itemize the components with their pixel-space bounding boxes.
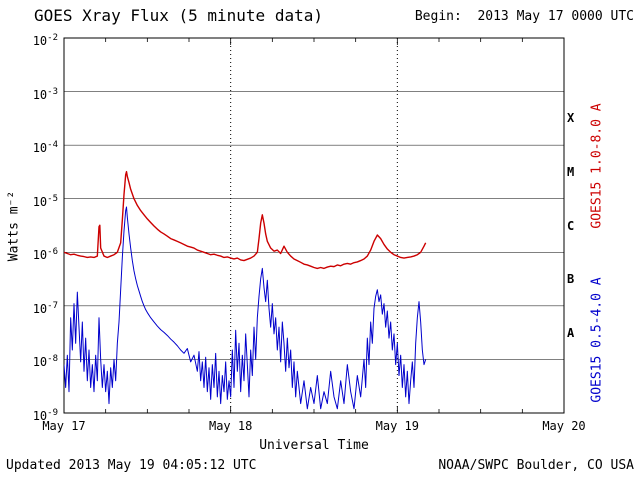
- series-long-path: [64, 170, 427, 270]
- y-axis-tick-label: 10-8: [32, 354, 58, 370]
- x-axis-tick-label: May 17: [42, 419, 86, 433]
- legend-goes15-short-channel: GOES15 0.5-4.0 A: [589, 277, 605, 403]
- updated-timestamp: Updated 2013 May 19 04:05:12 UTC: [6, 458, 257, 473]
- y-axis-tick-label: 10-2: [32, 33, 58, 48]
- begin-time-label: Begin: 2013 May 17 0000 UTC: [414, 9, 634, 24]
- y-axis-tick-label: 10-4: [32, 140, 58, 156]
- flux-class-letter-m: M: [567, 164, 575, 179]
- y-axis-tick-label: 10-5: [32, 193, 58, 209]
- gridlines: [64, 38, 564, 413]
- series-short-path: [64, 206, 427, 410]
- x-axis-tick-label: May 20: [542, 419, 586, 433]
- x-axis-tick-label: May 18: [208, 419, 253, 433]
- page-title: GOES Xray Flux (5 minute data): [34, 6, 323, 25]
- flux-class-letter-c: C: [567, 218, 575, 233]
- x-axis-tick-label: May 19: [375, 419, 419, 433]
- plot-frame: [63, 37, 565, 414]
- flux-class-letter-x: X: [567, 111, 575, 126]
- legend-goes15-long-channel: GOES15 1.0-8.0 A: [589, 103, 605, 229]
- x-axis-label: Universal Time: [259, 438, 369, 453]
- y-axis-tick-label: 10-3: [32, 86, 58, 102]
- y-axis-tick-label: 10-9: [32, 408, 58, 423]
- axis-ticks: [63, 38, 565, 413]
- y-axis-tick-label: 10-7: [32, 300, 58, 316]
- flux-class-letter-a: A: [567, 325, 575, 340]
- noaa-swpc-credit: NOAA/SWPC Boulder, CO USA: [438, 458, 634, 473]
- y-axis-tick-label: 10-6: [32, 247, 58, 263]
- flux-class-letter-b: B: [567, 272, 575, 287]
